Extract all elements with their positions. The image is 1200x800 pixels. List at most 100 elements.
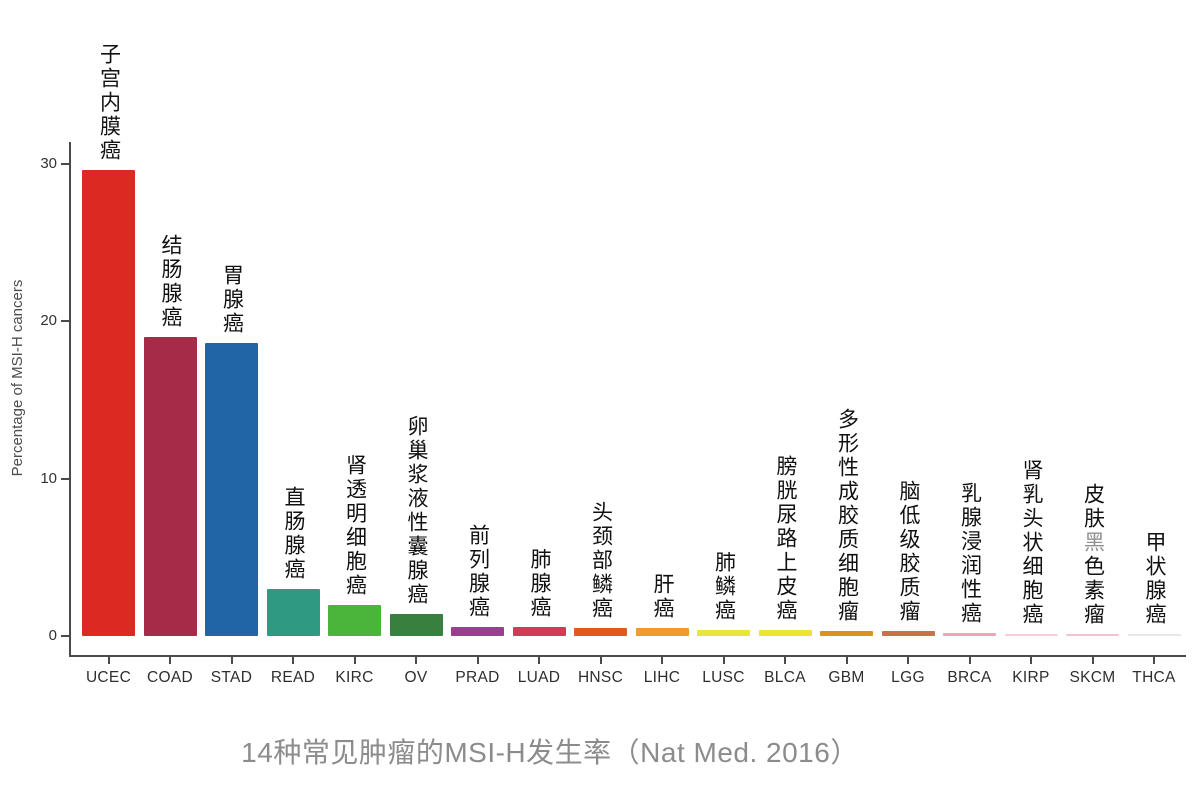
cn-label-char: 癌 (774, 598, 797, 623)
cn-label-char: 性 (405, 510, 428, 535)
cn-label-char: 癌 (528, 596, 551, 621)
cn-label-char: 细 (1020, 555, 1043, 580)
bar-cn-label-prad: 前列腺癌 (466, 524, 490, 620)
x-axis-tick (784, 657, 786, 664)
cn-label-char: 成 (835, 480, 859, 505)
cn-label-char: 癌 (712, 598, 736, 623)
cn-label-char: 癌 (97, 139, 121, 164)
x-axis-tick (1091, 657, 1094, 664)
cn-label-char: 润 (958, 553, 982, 578)
cn-label-char: 素 (1081, 578, 1105, 603)
x-axis-tick (968, 657, 971, 664)
cn-label-char: 头 (589, 501, 613, 526)
x-axis-tick (230, 657, 233, 664)
bar-lgg (881, 631, 935, 636)
cn-label-char: 列 (466, 547, 490, 572)
cn-label-char: 瘤 (835, 600, 859, 625)
x-axis-tick (353, 657, 356, 664)
cn-label-char: 腺 (405, 558, 428, 583)
bar-cn-label-gbm: 多形性成胶质细胞瘤 (835, 408, 859, 624)
cn-label-char: 宫 (97, 67, 121, 92)
cn-label-char: 胞 (835, 576, 859, 601)
cn-label-char: 前 (466, 523, 490, 548)
x-axis-label-kirp: KIRP (1012, 669, 1050, 686)
cn-label-char: 液 (405, 486, 428, 511)
x-axis-tick (415, 657, 417, 664)
bar-cn-label-coad: 结肠腺癌 (158, 234, 182, 330)
y-axis-tick-label: 20 (40, 312, 57, 330)
cn-label-char: 腺 (466, 571, 490, 596)
bar-prad (451, 626, 504, 636)
x-axis-label-kirc: KIRC (335, 669, 374, 686)
bar-skcm (1066, 633, 1119, 636)
cn-label-char: 卵 (405, 414, 428, 439)
cn-label-char: 肾 (343, 453, 367, 478)
cn-label-char: 色 (1081, 554, 1105, 579)
bar-cn-label-ov: 卵巢浆液性囊腺癌 (404, 415, 428, 607)
cn-label-char: 部 (589, 549, 613, 574)
y-axis-tick-label: 30 (40, 155, 57, 173)
cn-label-char: 腺 (282, 533, 305, 558)
bar-coad (143, 337, 197, 636)
cn-label-char: 颈 (589, 525, 613, 550)
bar-cn-label-lusc: 肺鳞癌 (712, 551, 736, 623)
x-axis-tick (845, 657, 848, 664)
bar-gbm (820, 631, 873, 636)
cn-label-char: 癌 (220, 312, 244, 337)
bar-cn-label-luad: 肺腺癌 (527, 548, 551, 620)
cn-label-char: 结 (159, 234, 182, 259)
cn-label-char: 路 (774, 526, 797, 551)
y-axis-tick-label: 10 (40, 469, 57, 487)
cn-label-char: 胱 (774, 478, 797, 503)
cn-label-char: 膀 (774, 454, 797, 479)
cn-label-char: 明 (343, 501, 367, 526)
cn-label-char: 癌 (466, 595, 490, 620)
chart-caption: 14种常见肿瘤的MSI-H发生率（Nat Med. 2016） (241, 737, 859, 768)
cn-label-char: 囊 (405, 534, 428, 559)
bar-kirc (328, 604, 381, 636)
bar-ucec (82, 170, 135, 636)
cn-label-char: 浸 (958, 529, 982, 554)
cn-label-char: 肤 (1081, 506, 1105, 531)
cn-label-char: 腺 (1143, 579, 1166, 604)
cn-label-char: 胶 (835, 504, 859, 529)
cn-label-char: 癌 (343, 573, 367, 598)
bar-cn-label-kirc: 肾透明细胞癌 (343, 454, 367, 598)
x-axis-label-skcm: SKCM (1069, 669, 1116, 686)
x-axis-label-blca: BLCA (764, 669, 806, 686)
cn-label-char: 内 (97, 91, 121, 116)
cn-label-char: 瘤 (1081, 602, 1105, 627)
y-axis-tick-label: 0 (48, 627, 57, 644)
cn-label-char: 腺 (159, 282, 182, 307)
bar-cn-label-hnsc: 头颈部鳞癌 (589, 501, 613, 621)
cn-label-char: 腺 (220, 288, 244, 313)
cn-label-char: 癌 (159, 306, 182, 331)
x-axis-label-ov: OV (404, 669, 428, 686)
cn-label-char: 腺 (528, 572, 551, 597)
x-axis-label-lusc: LUSC (702, 669, 745, 686)
x-axis-tick (722, 657, 725, 664)
x-axis-label-coad: COAD (147, 669, 193, 686)
cn-label-char: 巢 (405, 438, 428, 463)
cn-label-char: 低 (897, 504, 920, 529)
bar-cn-label-blca: 膀胱尿路上皮癌 (773, 455, 797, 623)
cn-label-char: 质 (835, 528, 859, 553)
x-axis-tick (476, 657, 479, 664)
bar-brca (943, 632, 996, 636)
cn-label-char: 皮 (1081, 482, 1105, 507)
x-axis-label-gbm: GBM (828, 669, 865, 686)
cn-label-char: 胞 (1020, 579, 1043, 604)
bar-cn-label-ucec: 子宫内膜癌 (97, 43, 121, 163)
cn-label-char: 肺 (712, 550, 736, 575)
bar-stad (205, 343, 258, 636)
cn-label-char: 癌 (651, 597, 674, 622)
cn-label-char: 肾 (1020, 459, 1043, 484)
x-axis-tick (907, 657, 909, 664)
y-axis-tick (61, 163, 69, 166)
cn-label-char: 肠 (282, 509, 305, 534)
cn-label-char: 腺 (958, 505, 982, 530)
cn-label-char: 肠 (159, 258, 182, 283)
bar-blca (758, 629, 812, 636)
cn-label-char: 直 (282, 485, 305, 510)
